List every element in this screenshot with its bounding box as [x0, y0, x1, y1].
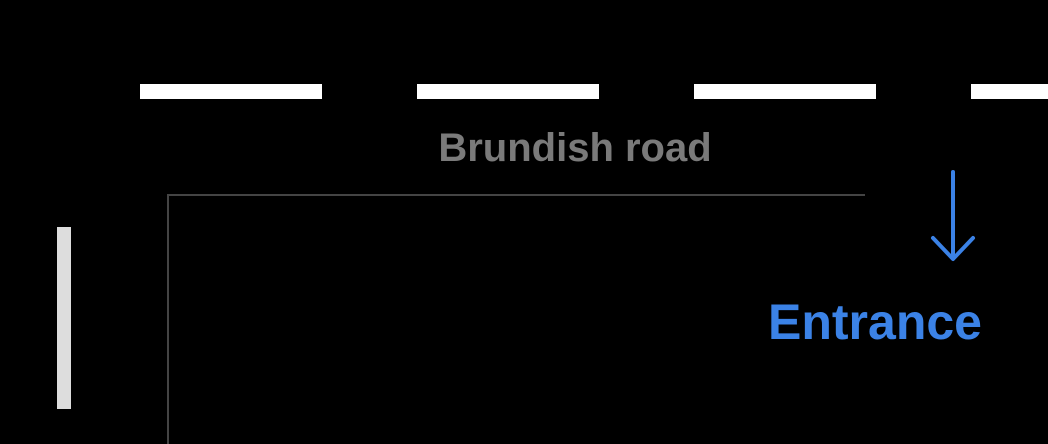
- entrance-label: Entrance: [768, 294, 982, 350]
- road-lane-marking: [971, 84, 1048, 99]
- side-marker-bar: [57, 227, 71, 409]
- road-name-label: Brundish road: [438, 126, 712, 170]
- road-lane-marking: [417, 84, 599, 99]
- site-boundary-top: [167, 194, 865, 196]
- road-lane-marking: [694, 84, 876, 99]
- road-lane-marking: [140, 84, 322, 99]
- site-boundary-left: [167, 194, 169, 444]
- arrow-down-icon: [931, 170, 975, 261]
